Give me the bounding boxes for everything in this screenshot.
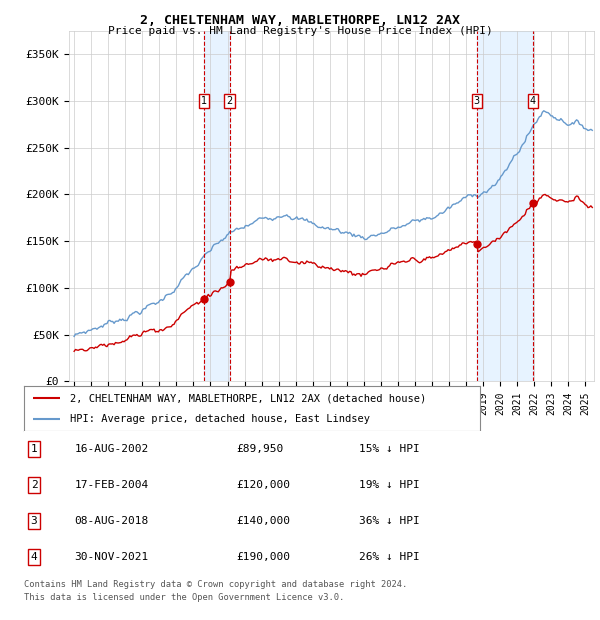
Bar xyxy=(477,31,533,381)
Text: 1: 1 xyxy=(31,444,37,454)
Text: £140,000: £140,000 xyxy=(236,516,290,526)
Text: 1: 1 xyxy=(201,96,207,106)
Text: 30-NOV-2021: 30-NOV-2021 xyxy=(74,552,148,562)
Text: £120,000: £120,000 xyxy=(236,480,290,490)
Text: 26% ↓ HPI: 26% ↓ HPI xyxy=(359,552,419,562)
Text: 2, CHELTENHAM WAY, MABLETHORPE, LN12 2AX (detached house): 2, CHELTENHAM WAY, MABLETHORPE, LN12 2AX… xyxy=(70,393,426,404)
Text: This data is licensed under the Open Government Licence v3.0.: This data is licensed under the Open Gov… xyxy=(24,593,344,603)
Text: HPI: Average price, detached house, East Lindsey: HPI: Average price, detached house, East… xyxy=(70,414,370,424)
Text: 3: 3 xyxy=(473,96,480,106)
Text: 4: 4 xyxy=(530,96,536,106)
Text: 4: 4 xyxy=(31,552,37,562)
Text: 17-FEB-2004: 17-FEB-2004 xyxy=(74,480,148,490)
Text: Contains HM Land Registry data © Crown copyright and database right 2024.: Contains HM Land Registry data © Crown c… xyxy=(24,580,407,589)
Text: 3: 3 xyxy=(31,516,37,526)
Text: 16-AUG-2002: 16-AUG-2002 xyxy=(74,444,148,454)
Text: 19% ↓ HPI: 19% ↓ HPI xyxy=(359,480,419,490)
Text: 2: 2 xyxy=(227,96,233,106)
Text: 36% ↓ HPI: 36% ↓ HPI xyxy=(359,516,419,526)
Bar xyxy=(204,31,230,381)
Text: 15% ↓ HPI: 15% ↓ HPI xyxy=(359,444,419,454)
Text: 2: 2 xyxy=(31,480,37,490)
Text: Price paid vs. HM Land Registry's House Price Index (HPI): Price paid vs. HM Land Registry's House … xyxy=(107,26,493,36)
Text: 08-AUG-2018: 08-AUG-2018 xyxy=(74,516,148,526)
Text: £190,000: £190,000 xyxy=(236,552,290,562)
Text: 2, CHELTENHAM WAY, MABLETHORPE, LN12 2AX: 2, CHELTENHAM WAY, MABLETHORPE, LN12 2AX xyxy=(140,14,460,27)
Text: £89,950: £89,950 xyxy=(236,444,283,454)
